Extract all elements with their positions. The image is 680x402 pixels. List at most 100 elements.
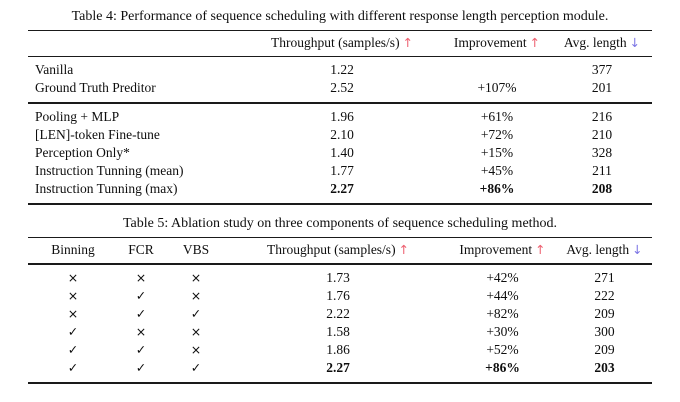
cell-improvement: +44%: [486, 288, 519, 303]
cell-avg-length: 328: [591, 145, 613, 160]
up-arrow-icon: ↑: [535, 242, 546, 257]
cell-binning-mark: ✓: [67, 324, 79, 339]
cell-binning-mark: ×: [67, 306, 79, 321]
cell-throughput: 2.10: [330, 127, 354, 142]
cell-vbs-mark: ×: [190, 270, 202, 285]
cell-improvement: +42%: [486, 270, 519, 285]
table-row: × × × 1.73 +42% 271: [28, 264, 652, 287]
cell-improvement: +86%: [479, 181, 515, 196]
cell-avg-length: 271: [594, 270, 615, 285]
cell-avg-length: 201: [591, 80, 613, 95]
cell-throughput: 2.22: [326, 306, 350, 321]
table-row: Instruction Tunning (mean) 1.77 +45% 211: [28, 162, 652, 180]
cell-avg-length: 209: [594, 306, 615, 321]
cell-label: Instruction Tunning (max): [35, 181, 178, 196]
cell-avg-length: 377: [591, 62, 613, 77]
cell-fcr-mark: ✓: [135, 288, 147, 303]
cell-throughput: 1.73: [326, 270, 350, 285]
cell-fcr-mark: ×: [135, 270, 147, 285]
cell-fcr-mark: ✓: [135, 306, 147, 321]
cell-avg-length: 222: [594, 288, 615, 303]
table-row: × ✓ ✓ 2.22 +82% 209: [28, 305, 652, 323]
cell-vbs-mark: ×: [190, 288, 202, 303]
cell-binning-mark: ×: [67, 270, 79, 285]
cell-label: [LEN]-token Fine-tune: [35, 127, 160, 142]
table4-header-avg-length: Avg. length ↓: [552, 31, 652, 57]
table5-header-vbs: VBS: [182, 242, 210, 257]
cell-vbs-mark: ✓: [190, 360, 202, 375]
cell-avg-length: 203: [594, 360, 615, 375]
cell-improvement: +30%: [486, 324, 519, 339]
cell-label: Pooling + MLP: [35, 109, 120, 124]
cell-avg-length: 216: [591, 109, 613, 124]
cell-avg-length: 210: [591, 127, 613, 142]
cell-fcr-mark: ✓: [135, 360, 147, 375]
cell-throughput: 1.40: [330, 145, 354, 160]
table5-header-improvement: Improvement ↑: [448, 238, 557, 265]
cell-improvement: [442, 57, 552, 80]
cell-improvement: +61%: [480, 109, 514, 124]
table-row: Vanilla 1.22 377: [28, 57, 652, 80]
cell-throughput: 1.86: [326, 342, 350, 357]
cell-improvement: +45%: [480, 163, 514, 178]
cell-throughput: 1.96: [330, 109, 354, 124]
table4-header-throughput: Throughput (samples/s) ↑: [242, 31, 442, 57]
table4: Throughput (samples/s) ↑ Improvement ↑ Avg…: [28, 30, 652, 205]
cell-label: Perception Only*: [35, 145, 130, 160]
table4-header-row: Throughput (samples/s) ↑ Improvement ↑ Avg…: [28, 31, 652, 57]
up-arrow-icon: ↑: [529, 35, 541, 50]
cell-vbs-mark: ×: [190, 342, 202, 357]
cell-binning-mark: ×: [67, 288, 79, 303]
table5-header-avg-length: Avg. length ↓: [557, 238, 652, 265]
table-row: Perception Only* 1.40 +15% 328: [28, 144, 652, 162]
cell-throughput: 1.58: [326, 324, 350, 339]
cell-improvement: +82%: [486, 306, 519, 321]
cell-throughput: 2.52: [330, 80, 354, 95]
cell-improvement: +15%: [480, 145, 514, 160]
cell-binning-mark: ✓: [67, 342, 79, 357]
down-arrow-icon: ↓: [629, 35, 641, 50]
table-row: × ✓ × 1.76 +44% 222: [28, 287, 652, 305]
throughput-header-label: Throughput (samples/s): [270, 35, 400, 50]
table5-caption: Table 5: Ablation study on three compone…: [122, 216, 558, 231]
table5: Binning FCR VBS Throughput (samples/s) ↑ …: [28, 237, 652, 384]
table-row: ✓ × × 1.58 +30% 300: [28, 323, 652, 341]
cell-fcr-mark: ✓: [135, 342, 147, 357]
table4-header-improvement: Improvement ↑: [442, 31, 552, 57]
avg-length-header-label: Avg. length: [563, 35, 627, 50]
table5-header-row: Binning FCR VBS Throughput (samples/s) ↑ …: [28, 238, 652, 265]
down-arrow-icon: ↓: [632, 242, 643, 257]
avg-length-header-label: Avg. length: [566, 242, 630, 257]
table5-header-throughput: Throughput (samples/s) ↑: [228, 238, 448, 265]
cell-binning-mark: ✓: [67, 360, 79, 375]
cell-improvement: +86%: [485, 360, 520, 375]
table5-header-fcr: FCR: [128, 242, 154, 257]
table-row: Instruction Tunning (max) 2.27 +86% 208: [28, 180, 652, 204]
table5-header-binning: Binning: [51, 242, 95, 257]
cell-throughput: 2.27: [330, 181, 354, 196]
table-row: Pooling + MLP 1.96 +61% 216: [28, 103, 652, 126]
cell-improvement: +107%: [477, 80, 517, 95]
improvement-header-label: Improvement: [459, 242, 533, 257]
cell-throughput: 1.76: [326, 288, 350, 303]
table-row: ✓ ✓ ✓ 2.27 +86% 203: [28, 359, 652, 383]
improvement-header-label: Improvement: [453, 35, 527, 50]
cell-label: Vanilla: [35, 62, 74, 77]
cell-fcr-mark: ×: [135, 324, 147, 339]
cell-throughput: 2.27: [326, 360, 350, 375]
cell-throughput: 1.22: [330, 62, 354, 77]
cell-avg-length: 209: [594, 342, 615, 357]
throughput-header-label: Throughput (samples/s): [266, 242, 396, 257]
table-row: ✓ ✓ × 1.86 +52% 209: [28, 341, 652, 359]
cell-improvement: +72%: [480, 127, 514, 142]
cell-avg-length: 211: [592, 163, 612, 178]
up-arrow-icon: ↑: [398, 242, 410, 257]
cell-vbs-mark: ✓: [190, 306, 202, 321]
table4-caption: Table 4: Performance of sequence schedul…: [71, 9, 609, 24]
paper-page: Table 4: Performance of sequence schedul…: [28, 9, 652, 384]
up-arrow-icon: ↑: [402, 35, 414, 50]
cell-avg-length: 208: [591, 181, 613, 196]
table-row: Ground Truth Preditor 2.52 +107% 201: [28, 79, 652, 103]
cell-label: Ground Truth Preditor: [35, 80, 156, 95]
cell-improvement: +52%: [486, 342, 519, 357]
